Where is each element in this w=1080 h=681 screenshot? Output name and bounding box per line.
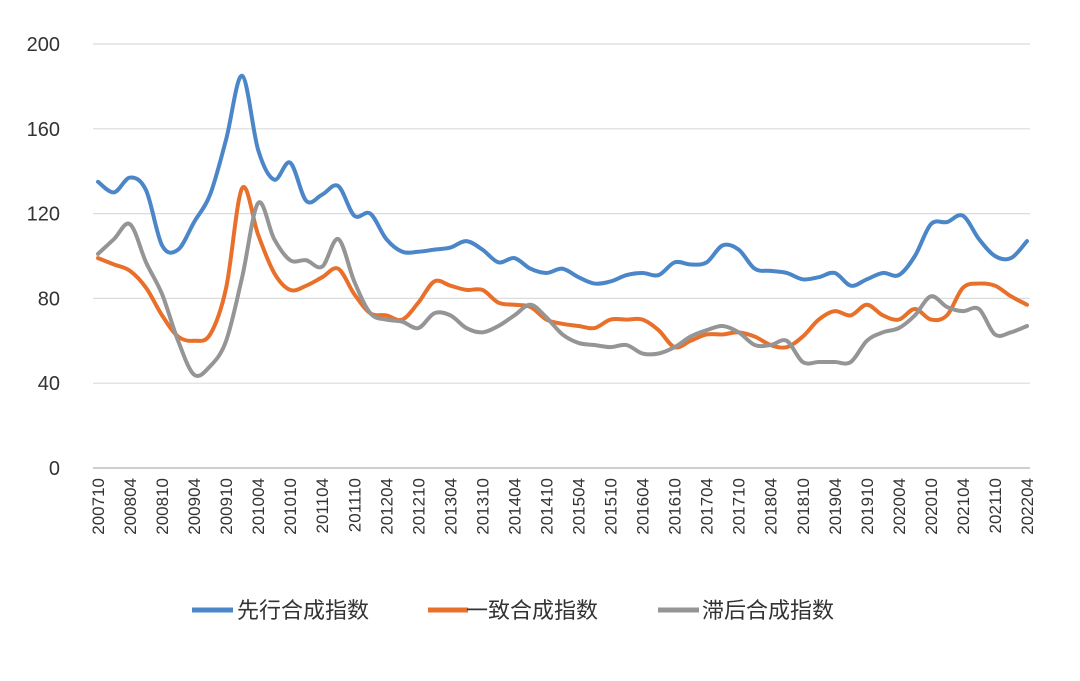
x-tick-label: 201910 <box>858 478 877 535</box>
x-tick-label: 200804 <box>121 478 140 535</box>
x-tick-label: 201610 <box>666 478 685 535</box>
x-tick-label: 202110 <box>986 478 1005 533</box>
x-tick-label: 202104 <box>954 478 973 535</box>
series-line-leading <box>96 73 1029 288</box>
series-line-lagging <box>96 200 1029 378</box>
x-tick-label: 200710 <box>89 478 108 535</box>
legend-item-coincident[interactable]: 一致合成指数 <box>428 599 598 624</box>
legend-item-leading[interactable]: 先行合成指数 <box>192 599 369 624</box>
gridlines <box>93 43 1030 469</box>
x-tick-label: 201110 <box>345 478 364 532</box>
x-tick-label: 201304 <box>441 478 460 535</box>
x-tick-label: 200904 <box>185 478 204 535</box>
x-tick-label: 201710 <box>730 478 749 535</box>
legend-label-lagging: 滞后合成指数 <box>702 599 834 624</box>
legend: 先行合成指数 一致合成指数 滞后合成指数 <box>192 599 834 624</box>
series-lines <box>96 73 1029 378</box>
y-tick-label: 200 <box>27 34 60 56</box>
x-tick-label: 201810 <box>794 478 813 535</box>
x-tick-label: 200810 <box>153 478 172 535</box>
x-tick-label: 201004 <box>249 478 268 535</box>
x-tick-label: 201904 <box>826 478 845 535</box>
x-tick-label: 201104 <box>313 478 332 533</box>
series-line-coincident <box>96 184 1029 350</box>
x-tick-label: 201310 <box>473 478 492 535</box>
x-tick-label: 201410 <box>537 478 556 535</box>
y-tick-label: 80 <box>38 288 60 310</box>
x-tick-label: 201404 <box>505 478 524 535</box>
x-tick-label: 201604 <box>634 478 653 535</box>
y-tick-label: 40 <box>38 373 60 395</box>
legend-item-lagging[interactable]: 滞后合成指数 <box>658 599 834 624</box>
y-tick-label: 120 <box>27 204 60 226</box>
x-tick-label: 201804 <box>762 478 781 535</box>
y-axis-ticks: 0 40 80 120 160 200 <box>27 34 60 480</box>
x-tick-label: 200910 <box>217 478 236 535</box>
x-axis-ticks: 200710 200804 200810 200904 200910 201004 2010… <box>89 478 1037 535</box>
y-tick-label: 0 <box>49 458 60 480</box>
x-tick-label: 202204 <box>1018 478 1037 535</box>
x-tick-label: 201210 <box>409 478 428 535</box>
x-tick-label: 202010 <box>922 478 941 535</box>
legend-label-coincident: 一致合成指数 <box>466 599 598 624</box>
x-tick-label: 201010 <box>281 478 300 535</box>
x-tick-label: 201510 <box>602 478 621 535</box>
x-tick-label: 201204 <box>377 478 396 535</box>
x-tick-label: 202004 <box>890 478 909 535</box>
legend-label-leading: 先行合成指数 <box>237 599 369 624</box>
x-tick-label: 201504 <box>570 478 589 535</box>
x-tick-label: 201704 <box>698 478 717 535</box>
y-tick-label: 160 <box>27 119 60 141</box>
